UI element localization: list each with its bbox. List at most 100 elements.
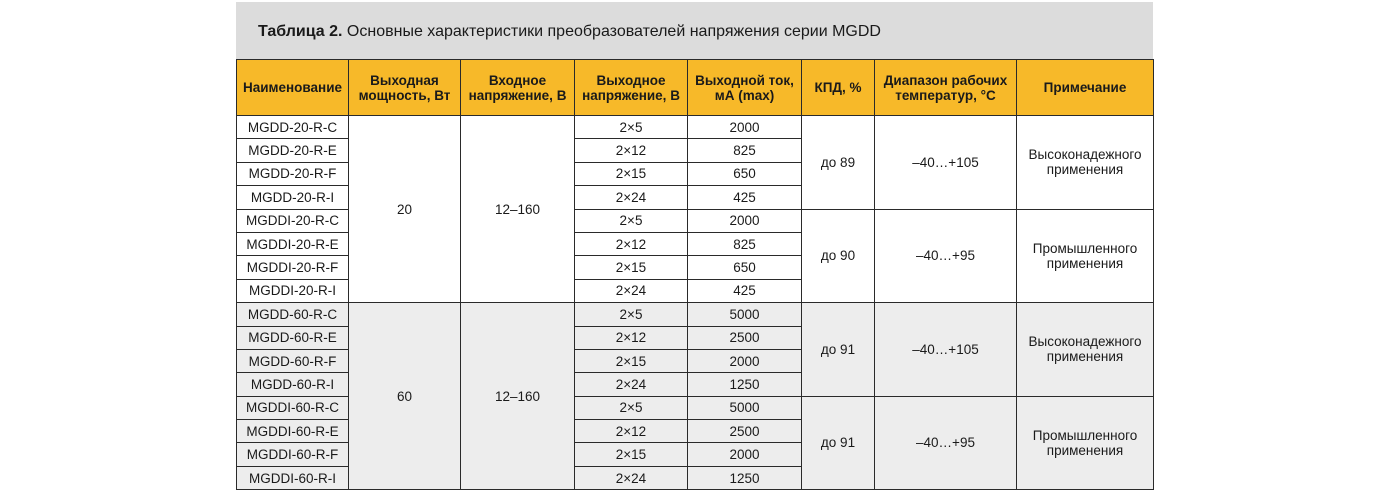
header-output-voltage: Выходное напряжение, В — [574, 59, 688, 116]
group-60w: MGDD-60-R-C 60 12–160 2×5 5000 до 91 –40…+105 В… — [236, 302, 1154, 491]
model-name-cell: MGDDI-60-R-C — [236, 395, 349, 421]
table-row: MGDDI-20-R-I 2×24 425 — [236, 278, 1154, 304]
header-name: Наименование — [236, 59, 349, 116]
output-voltage-cell: 2×12 — [574, 419, 688, 444]
note-cell: Высоконадежного применения — [1016, 115, 1154, 210]
input-voltage-cell: 12–160 — [460, 114, 575, 304]
table-row: MGDDI-60-R-E 2×12 2500 — [236, 419, 1154, 444]
output-voltage-cell: 2×24 — [574, 372, 688, 397]
model-name-cell: MGDDI-20-R-C — [236, 208, 349, 233]
header-row: Наименование Выходная мощность, Вт Входно… — [236, 59, 1154, 116]
output-current-cell: 2000 — [687, 442, 802, 467]
header-power: Выходная мощность, Вт — [348, 59, 461, 116]
efficiency-cell: до 91 — [801, 302, 875, 397]
output-current-cell: 1250 — [687, 372, 802, 397]
table-row: MGDDI-20-R-C 2×5 2000 до 90 –40…+95 Промышлен… — [236, 208, 1154, 304]
caption-text: Основные характеристики преобразователей… — [342, 23, 881, 40]
model-name-cell: MGDDI-60-R-I — [236, 465, 349, 491]
output-voltage-cell: 2×12 — [574, 138, 688, 163]
table-row: MGDD-20-R-I 2×24 425 — [236, 185, 1154, 210]
note-line: Высоконадежного — [1028, 334, 1142, 350]
table-row: MGDD-20-R-F 2×15 650 — [236, 161, 1154, 187]
table-caption: Таблица 2. Основные характеристики преоб… — [236, 2, 1153, 59]
header-temperature: Диапазон рабочих температур, °С — [874, 59, 1017, 116]
model-name-cell: MGDD-20-R-F — [236, 161, 349, 187]
note-line: применения — [1046, 162, 1124, 178]
table-row: MGDD-60-R-I 2×24 1250 — [236, 372, 1154, 397]
output-current-cell: 825 — [687, 231, 802, 257]
output-current-cell: 2000 — [687, 208, 802, 233]
model-name-cell: MGDDI-60-R-F — [236, 442, 349, 467]
efficiency-cell: до 90 — [801, 208, 875, 304]
model-name-cell: MGDD-60-R-E — [236, 325, 349, 350]
note-line: применения — [1046, 255, 1124, 271]
output-current-cell: 5000 — [687, 395, 802, 421]
model-name-cell: MGDD-20-R-E — [236, 138, 349, 163]
note-cell: Промышленного применения — [1016, 208, 1154, 304]
input-voltage-cell: 12–160 — [460, 302, 575, 491]
table-row: MGDDI-60-R-I 2×24 1250 — [236, 465, 1154, 491]
group-20w: MGDD-20-R-C 20 12–160 2×5 2000 до 89 –40…+105 В… — [236, 114, 1154, 304]
model-name-cell: MGDDI-20-R-F — [236, 255, 349, 280]
output-current-cell: 2000 — [687, 114, 802, 140]
model-name-cell: MGDD-60-R-C — [236, 302, 349, 327]
specs-table: Наименование Выходная мощность, Вт Входно… — [236, 59, 1154, 491]
table-row: MGDD-20-R-E 2×12 825 — [236, 138, 1154, 163]
output-voltage-cell: 2×15 — [574, 255, 688, 280]
output-voltage-cell: 2×15 — [574, 161, 688, 187]
model-name-cell: MGDDI-20-R-E — [236, 231, 349, 257]
header-input-voltage: Входное напряжение, В — [460, 59, 575, 116]
note-line: применения — [1046, 349, 1124, 365]
table-row: MGDDI-20-R-F 2×15 650 — [236, 255, 1154, 280]
model-name-cell: MGDD-20-R-C — [236, 114, 349, 140]
output-current-cell: 650 — [687, 161, 802, 187]
output-voltage-cell: 2×5 — [574, 302, 688, 327]
output-current-cell: 5000 — [687, 302, 802, 327]
output-voltage-cell: 2×12 — [574, 231, 688, 257]
temperature-cell: –40…+95 — [874, 208, 1017, 304]
note-line: Промышленного — [1032, 427, 1138, 443]
table-row: MGDD-60-R-E 2×12 2500 — [236, 325, 1154, 350]
efficiency-cell: до 89 — [801, 115, 875, 210]
caption-label: Таблица 2. — [258, 23, 343, 40]
table-figure: Таблица 2. Основные характеристики преоб… — [236, 2, 1154, 491]
note-line: Высоконадежного — [1028, 147, 1142, 163]
model-name-cell: MGDD-20-R-I — [236, 185, 349, 210]
output-voltage-cell: 2×12 — [574, 325, 688, 350]
note-cell: Промышленного применения — [1016, 395, 1154, 491]
temperature-cell: –40…+95 — [874, 395, 1017, 491]
note-line: Промышленного — [1032, 240, 1138, 256]
output-current-cell: 825 — [687, 138, 802, 163]
model-name-cell: MGDD-60-R-I — [236, 372, 349, 397]
header-efficiency: КПД, % — [801, 59, 875, 116]
output-voltage-cell: 2×24 — [574, 278, 688, 304]
header-note: Примечание — [1016, 59, 1154, 116]
model-name-cell: MGDDI-20-R-I — [236, 278, 349, 304]
power-cell: 20 — [348, 114, 461, 304]
output-voltage-cell: 2×24 — [574, 465, 688, 491]
table-row: MGDDI-60-R-F 2×15 2000 — [236, 442, 1154, 467]
output-voltage-cell: 2×15 — [574, 348, 688, 374]
table-row: MGDD-20-R-C 20 12–160 2×5 2000 до 89 –40…+105 В… — [236, 114, 1154, 304]
temperature-cell: –40…+105 — [874, 302, 1017, 397]
table-row: MGDD-60-R-C 60 12–160 2×5 5000 до 91 –40…+105 В… — [236, 302, 1154, 491]
output-voltage-cell: 2×24 — [574, 185, 688, 210]
output-voltage-cell: 2×5 — [574, 395, 688, 421]
output-current-cell: 650 — [687, 255, 802, 280]
output-voltage-cell: 2×5 — [574, 114, 688, 140]
efficiency-cell: до 91 — [801, 395, 875, 491]
note-cell: Высоконадежного применения — [1016, 302, 1154, 397]
output-voltage-cell: 2×5 — [574, 208, 688, 233]
power-cell: 60 — [348, 302, 461, 491]
temperature-cell: –40…+105 — [874, 115, 1017, 210]
note-line: применения — [1046, 442, 1124, 458]
header-output-current: Выходной ток, мА (max) — [687, 59, 802, 116]
output-current-cell: 2500 — [687, 325, 802, 350]
table-row: MGDDI-60-R-C 2×5 5000 до 91 –40…+95 Промышлен… — [236, 395, 1154, 491]
model-name-cell: MGDD-60-R-F — [236, 348, 349, 374]
output-current-cell: 1250 — [687, 465, 802, 491]
table-row: MGDD-60-R-F 2×15 2000 — [236, 348, 1154, 374]
output-current-cell: 425 — [687, 278, 802, 304]
output-current-cell: 2500 — [687, 419, 802, 444]
model-name-cell: MGDDI-60-R-E — [236, 419, 349, 444]
